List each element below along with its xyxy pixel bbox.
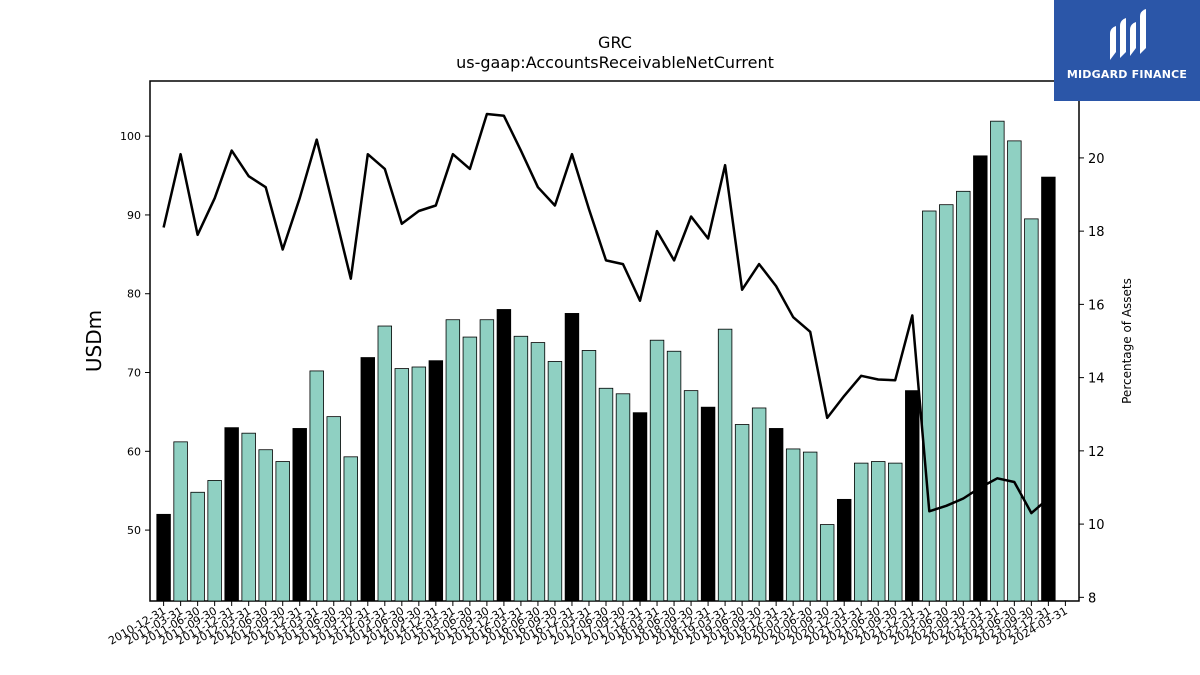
- bar: [292, 428, 307, 602]
- y2-tick-label: 8: [1088, 591, 1096, 606]
- y-tick-label: 90: [127, 209, 141, 222]
- bar: [751, 407, 767, 602]
- bar: [973, 155, 988, 602]
- y-tick-label: 70: [127, 367, 141, 380]
- bar: [428, 360, 444, 602]
- y-tick-label: 60: [127, 445, 141, 458]
- y2-axis-label: Percentage of Assets: [1120, 278, 1134, 404]
- bar: [632, 412, 648, 602]
- bar: [479, 319, 495, 602]
- logo-text: MIDGARD FINANCE: [1066, 68, 1188, 81]
- bar: [224, 427, 239, 602]
- y-tick-label: 50: [127, 524, 141, 537]
- bar: [836, 498, 852, 602]
- bar: [734, 424, 750, 602]
- bar: [513, 335, 529, 602]
- bar: [802, 451, 818, 602]
- bar: [666, 350, 682, 602]
- bar: [922, 210, 937, 602]
- bar: [615, 393, 631, 602]
- bar: [445, 319, 461, 602]
- bar: [343, 456, 358, 602]
- bar: [581, 350, 597, 602]
- bar: [258, 449, 273, 602]
- bar: [1007, 140, 1022, 602]
- bar: [888, 462, 903, 602]
- bar: [275, 461, 290, 602]
- bar: [939, 204, 954, 602]
- bar: [717, 328, 733, 602]
- bar: [547, 361, 563, 602]
- bar: [377, 325, 393, 602]
- bar: [956, 190, 971, 602]
- bar: [785, 448, 801, 602]
- bar: [768, 428, 784, 602]
- bar: [241, 432, 256, 602]
- y2-tick-label: 20: [1088, 152, 1105, 167]
- bar: [394, 368, 410, 602]
- bar: [1041, 176, 1056, 602]
- percentage-line: [162, 112, 1050, 515]
- bar: [156, 513, 171, 602]
- bar: [649, 339, 665, 602]
- bar: [819, 524, 835, 602]
- bar: [905, 390, 920, 602]
- bar: [530, 342, 546, 602]
- y-axis-label: USDm: [82, 310, 106, 372]
- bar: [990, 120, 1005, 602]
- bar: [1024, 218, 1039, 602]
- bar: [411, 366, 427, 602]
- bar: [462, 336, 478, 602]
- plot-frame: [149, 80, 1080, 602]
- bar: [309, 370, 324, 602]
- bar: [360, 357, 375, 602]
- bar: [207, 480, 222, 602]
- bar: [683, 390, 699, 602]
- bar: [564, 313, 580, 602]
- bar: [173, 441, 188, 602]
- y-tick-label: 80: [127, 288, 141, 301]
- chart-title: GRC: [598, 33, 632, 52]
- bar: [700, 406, 716, 602]
- bar: [871, 461, 886, 602]
- chart-subtitle: us-gaap:AccountsReceivableNetCurrent: [456, 53, 774, 72]
- y2-tick-label: 16: [1088, 298, 1105, 313]
- midgard-finance-logo: MIDGARD FINANCE: [1054, 0, 1200, 101]
- y2-tick-label: 14: [1088, 372, 1105, 387]
- bar: [496, 309, 512, 602]
- bar: [326, 416, 341, 602]
- y2-tick-label: 18: [1088, 225, 1105, 240]
- bar: [598, 387, 614, 602]
- bar: [190, 491, 205, 602]
- bar: [854, 462, 869, 602]
- y2-tick-label: 10: [1088, 518, 1105, 533]
- y-tick-label: 100: [120, 130, 141, 143]
- midgard-logo-icon: [1110, 9, 1146, 60]
- y2-tick-label: 12: [1088, 445, 1105, 460]
